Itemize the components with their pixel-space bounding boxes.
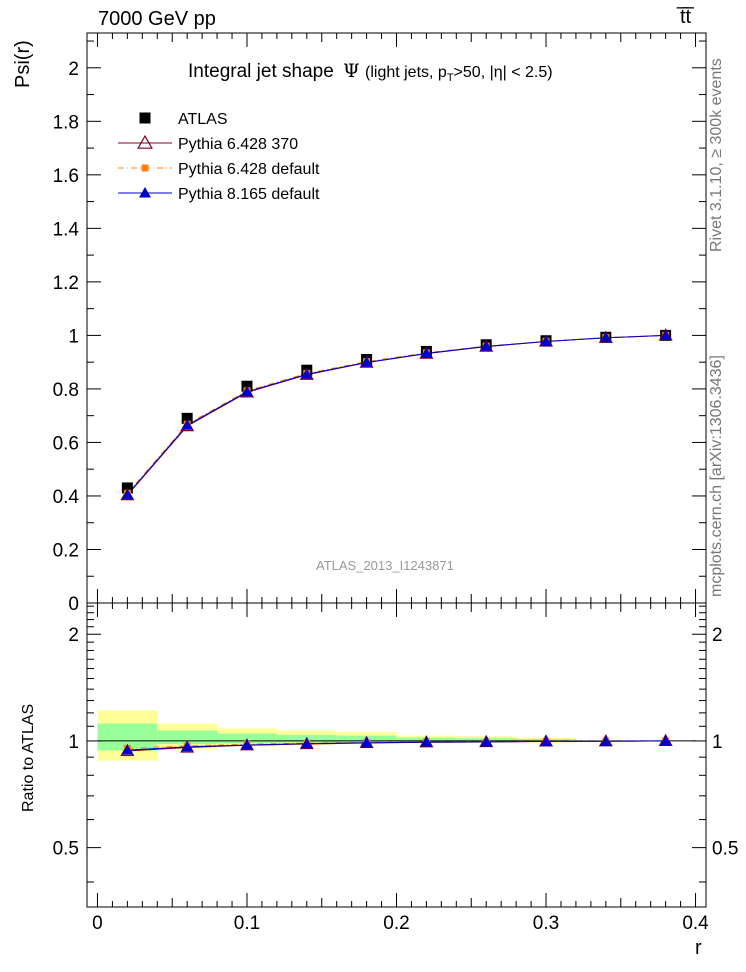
x-tick-label: 0.1 [234, 913, 260, 934]
ratio-point-pythia-8-165-default [599, 735, 612, 746]
upper-point-pythia-8-165-default [480, 340, 493, 351]
title-subscript: T [446, 72, 454, 85]
energy-label: 7000 GeV pp [98, 8, 216, 30]
upper-point-pythia-8-165-default [420, 347, 433, 358]
upper-point-pythia-8-165-default [540, 335, 553, 347]
upper-y-tick-label: 1.6 [53, 166, 79, 187]
legend-marker-atlas [139, 112, 151, 124]
upper-y-tick-label: 1.4 [53, 219, 80, 240]
process-label: t̅t̅ [680, 6, 692, 28]
series-markers [120, 328, 673, 757]
lower-y-tick-label-right: 2 [712, 625, 723, 646]
ratio-point-pythia-8-165-default [420, 736, 433, 747]
upper-point-pythia-8-165-default [181, 419, 194, 430]
chart-title: Integral jet shape Ψ (light jets, pT>50,… [188, 60, 553, 84]
legend-marker-pythia-8-165-default [139, 187, 151, 198]
axis-ticks [87, 33, 706, 907]
ratio-point-pythia-8-165-default [360, 736, 373, 748]
upper-y-tick-label: 1.2 [53, 273, 79, 294]
upper-y-tick-label: 0.4 [53, 487, 80, 508]
ratio-point-pythia-8-165-default [121, 744, 134, 755]
lower-y-tick-label-right: 1 [712, 732, 723, 753]
x-tick-label: 0.4 [682, 913, 709, 934]
ratio-point-pythia-8-165-default [300, 737, 313, 749]
ratio-line-pythia-8-165-default [127, 740, 666, 751]
legend-label-pythia-6-428-default: Pythia 6.428 default [178, 161, 320, 178]
legend-marker-pythia-6-428-370 [137, 134, 153, 149]
ratio-point-pythia-8-165-default [480, 735, 493, 747]
legend: ATLAS Pythia 6.428 370 Pythia 6.428 defaul… [118, 111, 320, 203]
upper-y-tick-label: 0.6 [53, 433, 79, 454]
legend-marker-pythia-6-428-default [141, 164, 149, 172]
x-axis-title: r [695, 937, 702, 959]
ratio-point-pythia-8-165-default [181, 740, 194, 752]
legend-label-pythia-8-165-default: Pythia 8.165 default [178, 186, 320, 203]
lower-y-axis-title: Ratio to ATLAS [20, 703, 37, 812]
lower-y-tick-label: 1 [68, 732, 79, 753]
upper-point-pythia-8-165-default [599, 331, 612, 343]
ratio-point-pythia-8-165-default [659, 734, 672, 746]
upper-point-pythia-8-165-default [659, 329, 672, 340]
x-tick-label: 0 [92, 913, 103, 934]
upper-point-atlas [121, 482, 133, 494]
mcplots-label: mcplots.cern.ch [arXiv:1306.3436] [708, 355, 725, 597]
upper-point-pythia-8-165-default [300, 368, 313, 379]
legend-label-pythia-6-428-370: Pythia 6.428 370 [178, 136, 298, 153]
x-tick-label: 0.3 [533, 913, 559, 934]
upper-line-pythia-8-165-default [126, 334, 666, 495]
ratio-point-pythia-8-165-default [240, 738, 253, 750]
series-lines [126, 334, 666, 752]
analysis-watermark: ATLAS_2013_I1243871 [316, 558, 454, 573]
title-symbol: Ψ [343, 60, 360, 82]
lower-y-tick-label: 2 [68, 625, 79, 646]
ratio-point-pythia-8-165-default [540, 735, 553, 746]
upper-y-tick-label: 0 [68, 594, 79, 615]
upper-y-tick-label: 0.2 [53, 540, 79, 561]
lower-y-tick-label-right: 0.5 [712, 839, 738, 860]
upper-y-tick-label: 2 [68, 59, 79, 80]
lower-y-tick-label: 0.5 [53, 839, 79, 860]
tick-labels: 0 0.2 0.4 0.6 0.8 1 1.2 1.4 1.6 1.8 2 0.5 0.5 1 1 2 2 0 0.… [53, 59, 739, 934]
upper-y-tick-label: 0.8 [53, 380, 79, 401]
upper-y-tick-label: 1.8 [53, 112, 79, 133]
upper-point-pythia-8-165-default [360, 356, 373, 367]
upper-point-pythia-8-165-default [121, 488, 134, 500]
legend-label-atlas: ATLAS [178, 111, 228, 128]
title-text: Integral jet shape [188, 61, 334, 82]
upper-y-tick-label: 1 [68, 326, 79, 347]
x-tick-label: 0.2 [383, 913, 409, 934]
upper-y-axis-title: Psi(r) [12, 40, 34, 88]
upper-point-atlas [181, 412, 193, 424]
rivet-label: Rivet 3.1.10, ≥ 300k events [708, 58, 725, 252]
title-conditions: (light jets, pT>50, |η| < 2.5) [365, 64, 553, 85]
upper-point-pythia-8-165-default [240, 385, 253, 397]
upper-line-pythia-6-428-default [126, 334, 666, 494]
